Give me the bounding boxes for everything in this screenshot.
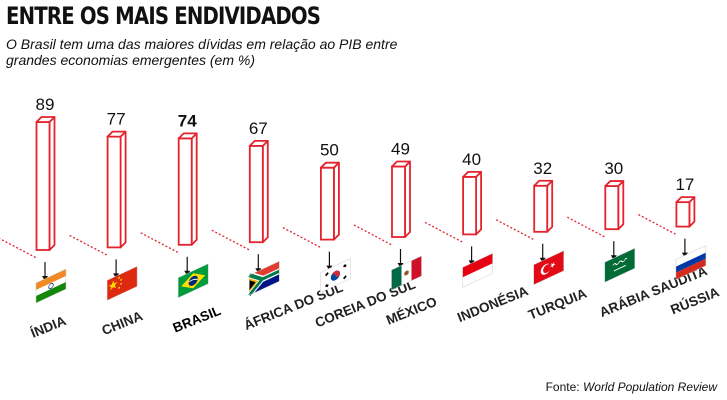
category-label: ÍNDIA [29, 313, 69, 341]
pointer-arrowhead [681, 252, 688, 258]
value-label: 77 [107, 110, 126, 129]
value-label: 50 [320, 141, 339, 160]
india-flag [35, 268, 67, 304]
perspective-line [638, 214, 677, 236]
perspective-line [353, 224, 393, 246]
pointer-arrowhead [468, 260, 475, 266]
value-label: 30 [604, 159, 623, 178]
value-label: 89 [36, 95, 55, 114]
pointer-arrowhead [255, 268, 262, 274]
south-africa-flag [247, 260, 280, 297]
value-label: 67 [249, 119, 268, 138]
value-label: 40 [462, 150, 481, 169]
value-label: 17 [675, 175, 694, 194]
perspective-line [211, 229, 251, 251]
saudi-arabia-flag [604, 247, 636, 283]
source-label: Fonte: [545, 380, 580, 394]
turkey-flag [533, 250, 564, 286]
south-korea-flag [320, 258, 351, 293]
pointer-arrowhead [326, 265, 333, 271]
pointer-arrowhead [539, 257, 546, 263]
category-label: BRASIL [171, 303, 223, 336]
bar [391, 160, 411, 238]
brazil-flag [177, 263, 209, 299]
source-note: Fonte: World Population Review [546, 380, 717, 394]
perspective-line [69, 234, 108, 256]
perspective-line [495, 219, 535, 241]
category-label: TURQUIA [526, 286, 589, 323]
pointer-arrowhead [113, 273, 120, 279]
russia-flag [675, 245, 707, 280]
perspective-line [424, 221, 464, 243]
bar [604, 180, 625, 231]
bar [462, 170, 483, 236]
pointer-arrowhead [610, 255, 617, 261]
perspective-line [282, 227, 322, 249]
perspective-line [0, 238, 37, 259]
perspective-line [140, 232, 180, 254]
bar [35, 116, 56, 251]
bar [248, 139, 269, 244]
value-label: 32 [533, 159, 552, 178]
indonesia-flag [462, 253, 493, 288]
pointer-arrowhead [184, 270, 191, 276]
pointer-arrowhead [42, 276, 48, 281]
mexico-flag [391, 255, 422, 291]
bar [533, 179, 554, 233]
category-label: INDONÉSIA [455, 283, 530, 325]
category-label: CHINA [100, 308, 145, 338]
chart-title: ENTRE OS MAIS ENDIVIDADOS [6, 2, 321, 30]
value-label: 49 [391, 140, 410, 159]
chart-subtitle: O Brasil tem uma das maiores dívidas em … [6, 36, 398, 68]
bar [106, 130, 127, 249]
value-label: 74 [178, 111, 197, 130]
source-name: World Population Review [582, 380, 717, 394]
bar [177, 132, 198, 246]
pointer-arrowhead [397, 263, 404, 268]
bar [675, 196, 696, 228]
perspective-line [566, 216, 606, 238]
bar [319, 161, 340, 241]
china-flag [106, 266, 138, 301]
